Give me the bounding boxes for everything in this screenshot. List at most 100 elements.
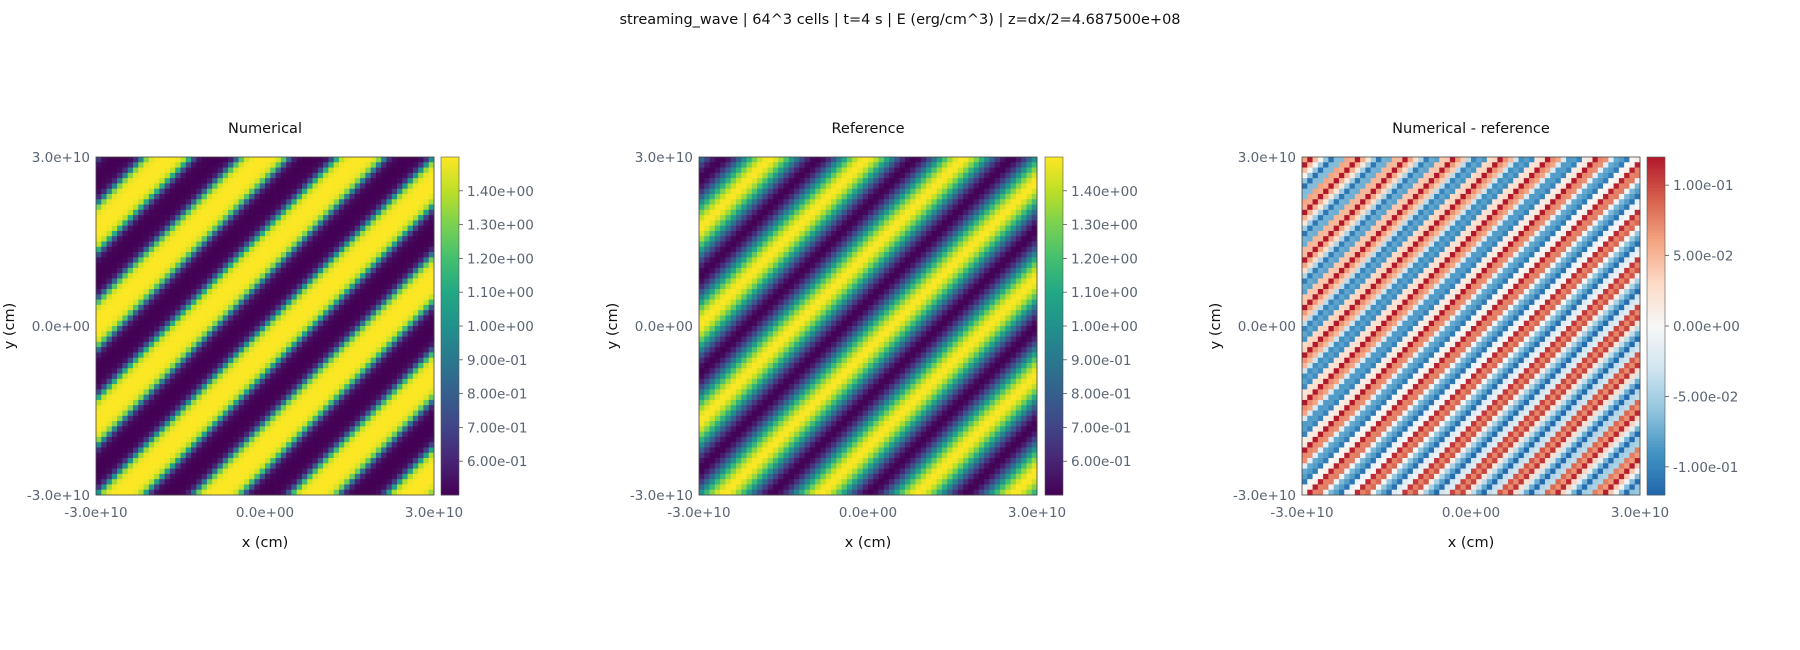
heatmap-cell xyxy=(275,341,282,348)
heatmap-cell xyxy=(206,167,213,174)
heatmap-cell xyxy=(344,320,350,327)
heatmap-cell xyxy=(249,452,255,459)
heatmap-cell xyxy=(233,172,239,179)
heatmap-cell xyxy=(228,188,234,195)
heatmap-cell xyxy=(143,468,150,475)
heatmap-cell xyxy=(196,209,202,216)
heatmap-cell xyxy=(117,394,123,401)
heatmap-cell xyxy=(344,215,350,221)
heatmap-cell xyxy=(312,394,319,401)
heatmap-cell xyxy=(1000,188,1006,195)
heatmap-cell xyxy=(307,489,313,496)
heatmap-cell xyxy=(714,215,721,221)
heatmap-cell xyxy=(778,178,784,184)
heatmap-cell xyxy=(862,188,869,195)
heatmap-cell xyxy=(725,209,732,216)
heatmap-cell xyxy=(117,410,123,417)
heatmap-cell xyxy=(101,257,107,263)
heatmap-cell xyxy=(931,157,938,163)
heatmap-cell xyxy=(757,204,763,211)
heatmap-cell xyxy=(1010,199,1017,205)
heatmap-cell xyxy=(96,278,102,285)
heatmap-cell xyxy=(402,384,408,390)
heatmap-cell xyxy=(820,204,827,211)
colorbar-segment xyxy=(441,278,459,282)
heatmap-cell xyxy=(270,289,276,295)
heatmap-cell xyxy=(233,436,239,443)
heatmap-cell xyxy=(154,442,160,448)
heatmap-cell xyxy=(767,172,774,179)
heatmap-cell xyxy=(370,368,377,374)
heatmap-cell xyxy=(270,162,276,168)
heatmap-cell xyxy=(862,215,869,221)
heatmap-cell xyxy=(889,162,895,168)
heatmap-cell xyxy=(233,167,239,174)
heatmap-cell xyxy=(291,199,298,205)
heatmap-cell xyxy=(788,193,795,200)
heatmap-cell xyxy=(101,394,107,401)
heatmap-cell xyxy=(191,209,197,216)
heatmap-cell xyxy=(301,267,308,274)
heatmap-cell xyxy=(904,172,911,179)
heatmap-cell xyxy=(365,289,371,295)
heatmap-cell xyxy=(154,405,160,411)
heatmap-cell xyxy=(254,452,261,459)
heatmap-cell xyxy=(841,209,848,216)
heatmap-cell xyxy=(354,294,361,300)
heatmap-cell xyxy=(391,230,398,237)
heatmap-cell xyxy=(428,209,435,216)
heatmap-cell xyxy=(117,220,123,227)
heatmap-cell xyxy=(143,215,150,221)
heatmap-cell xyxy=(243,426,250,432)
heatmap-cell xyxy=(254,436,261,443)
heatmap-cell xyxy=(286,331,292,337)
heatmap-cell xyxy=(323,362,329,369)
heatmap-cell xyxy=(899,204,906,211)
colorbar-segment xyxy=(441,264,459,268)
heatmap-cell xyxy=(1000,209,1006,216)
heatmap-cell xyxy=(407,368,414,374)
heatmap-cell xyxy=(201,357,208,364)
heatmap-cell xyxy=(375,278,382,285)
heatmap-cell xyxy=(989,167,996,174)
heatmap-cell xyxy=(180,310,187,316)
heatmap-cell xyxy=(1010,167,1017,174)
heatmap-cell xyxy=(963,157,969,163)
heatmap-cell xyxy=(381,252,387,258)
heatmap-cell xyxy=(191,436,197,443)
heatmap-cell xyxy=(286,199,292,205)
heatmap-cell xyxy=(333,204,340,211)
heatmap-cell xyxy=(328,431,335,438)
heatmap-cell xyxy=(323,294,329,300)
heatmap-cell xyxy=(148,431,155,438)
heatmap-cell xyxy=(101,183,107,190)
heatmap-cell xyxy=(349,373,356,380)
heatmap-cell xyxy=(317,294,324,300)
heatmap-cell xyxy=(354,193,361,200)
heatmap-cell xyxy=(164,246,171,253)
heatmap-cell xyxy=(344,378,350,385)
heatmap-cell xyxy=(106,357,113,364)
heatmap-cell xyxy=(291,415,298,422)
heatmap-cell xyxy=(360,394,366,401)
heatmap-cell xyxy=(286,257,292,263)
heatmap-cell xyxy=(365,442,371,448)
heatmap-cell xyxy=(1031,172,1038,179)
heatmap-cell xyxy=(280,315,287,322)
heatmap-cell xyxy=(217,320,224,327)
heatmap-cell xyxy=(270,458,276,464)
heatmap-cell xyxy=(175,162,181,168)
heatmap-cell xyxy=(428,257,435,263)
heatmap-cell xyxy=(397,399,403,406)
heatmap-cell xyxy=(418,326,424,332)
heatmap-cell xyxy=(212,162,218,168)
heatmap-cell xyxy=(238,310,245,316)
colorbar-segment xyxy=(441,449,459,454)
heatmap-cell xyxy=(159,362,166,369)
heatmap-cell xyxy=(317,310,324,316)
heatmap-cell xyxy=(338,421,345,427)
heatmap-cell xyxy=(217,426,224,432)
heatmap-cell xyxy=(201,389,208,396)
heatmap-cell xyxy=(212,220,218,227)
heatmap-cell xyxy=(196,421,202,427)
